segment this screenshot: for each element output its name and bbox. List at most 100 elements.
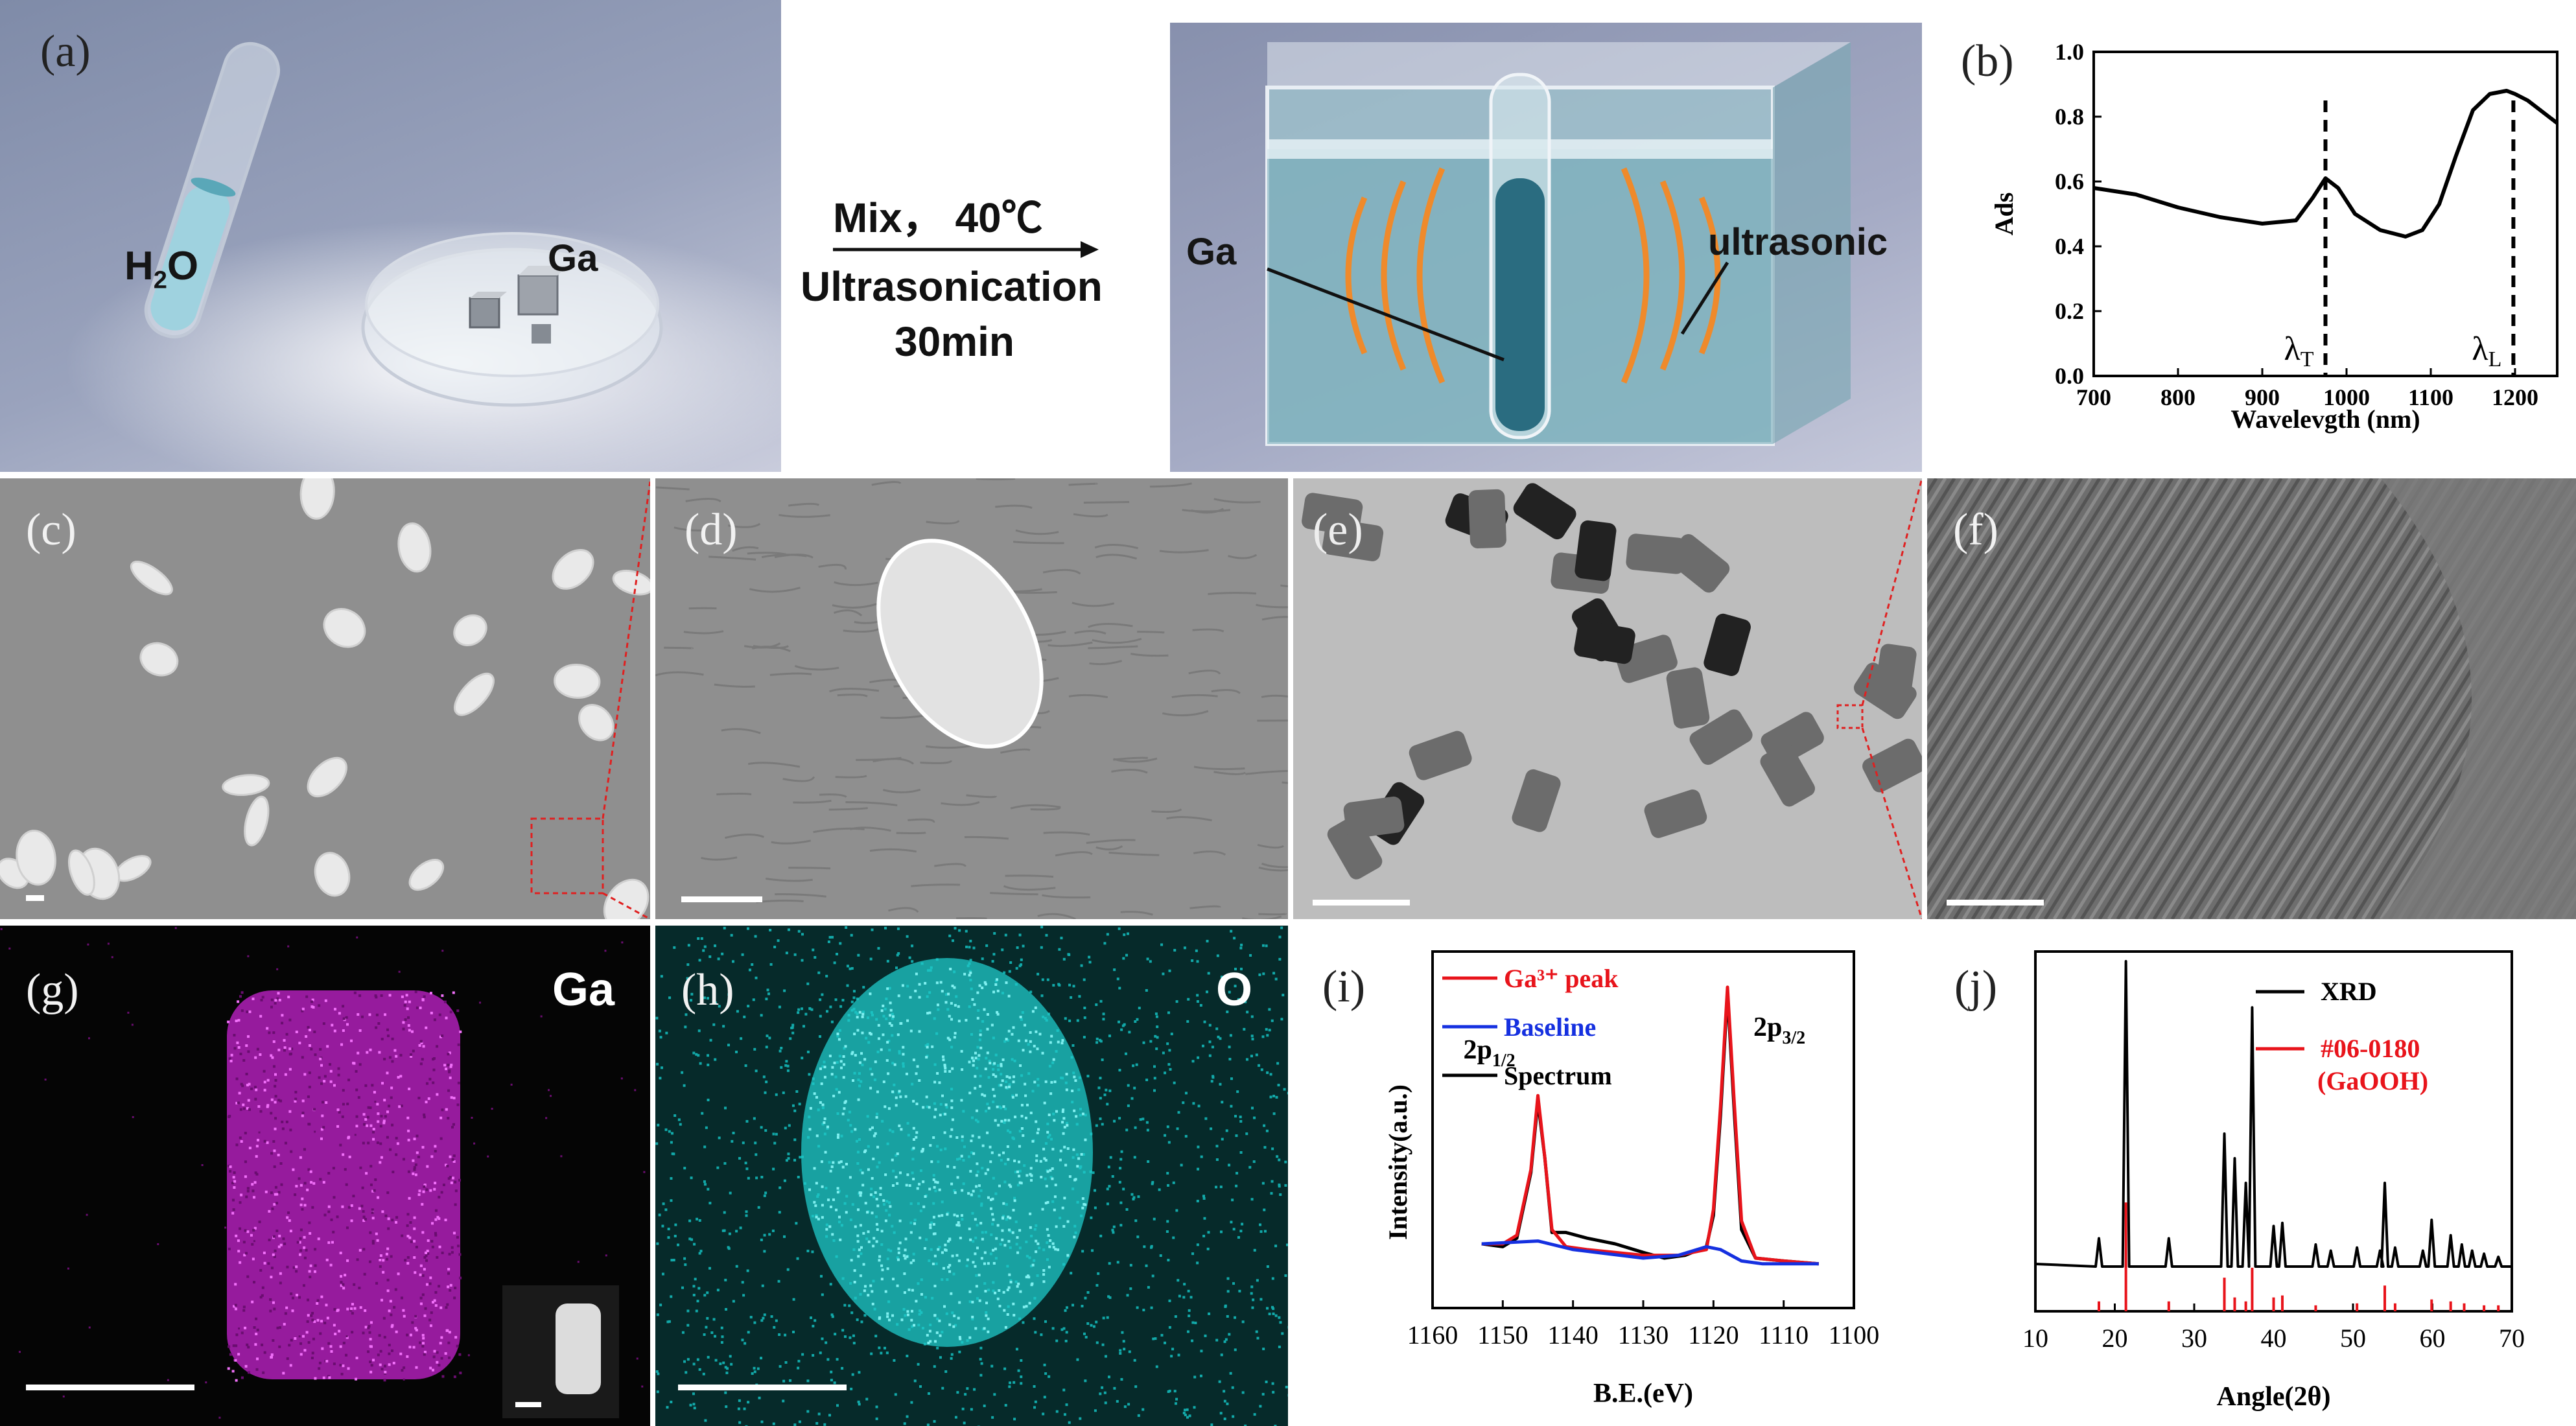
zoom-box (530, 817, 604, 894)
o-noise-dot (1278, 1183, 1281, 1186)
nanoparticle (323, 607, 366, 648)
o-signal-dot (1037, 1128, 1040, 1131)
ga-signal-dot (231, 1198, 235, 1202)
x-tick-label: 1130 (1618, 1320, 1669, 1350)
o-noise-dot (658, 1029, 661, 1033)
o-noise-dot (1226, 1290, 1230, 1293)
surface-crack (747, 762, 801, 768)
ga-signal-dot (432, 1301, 435, 1304)
o-signal-dot (972, 1059, 976, 1062)
o-noise-dot (1123, 1348, 1126, 1351)
noise-dot (157, 1243, 159, 1245)
o-noise-dot (1071, 1044, 1075, 1047)
lattice-fringe (1998, 478, 2274, 919)
ga-signal-dot (376, 1141, 379, 1145)
ga-signal-dot (253, 1281, 256, 1284)
o-noise-dot (831, 935, 834, 939)
o-noise-dot (1132, 1064, 1135, 1068)
ga-signal-dot (369, 1165, 373, 1168)
o-noise-dot (806, 1050, 810, 1053)
ga-signal-dot (377, 1120, 380, 1123)
y-tick-label: 1.0 (2055, 39, 2084, 65)
x-tick-label: 1100 (2408, 384, 2453, 410)
o-noise-dot (1250, 1198, 1254, 1201)
lattice-fringe (1927, 478, 2201, 919)
o-noise-dot (1034, 1400, 1037, 1403)
ga-signal-dot (391, 1037, 394, 1040)
surface-crack (1030, 806, 1061, 811)
ga-signal-dot (356, 1258, 359, 1261)
ga-signal-dot (362, 1210, 365, 1213)
o-noise-dot (1221, 1138, 1224, 1141)
o-signal-dot (1012, 1026, 1015, 1029)
o-signal-dot (880, 1278, 884, 1281)
panel-i: (i) 1160 1150 1140 1130 1120 1110 1100 B.E.(eV)… (1293, 926, 1928, 1426)
o-signal-dot (1030, 1174, 1033, 1177)
ga-signal-dot (233, 1180, 237, 1183)
surface-crack (782, 776, 815, 782)
o-noise-dot (806, 1379, 810, 1383)
ga-signal-dot (284, 1312, 287, 1315)
o-noise-dot (1228, 1046, 1231, 1049)
ga-signal-dot (427, 1252, 430, 1255)
o-noise-dot (1262, 972, 1265, 976)
o-noise-dot (697, 1287, 701, 1290)
o-noise-dot (1122, 957, 1125, 960)
ga-signal-dot (244, 1229, 247, 1232)
o-noise-dot (1119, 1158, 1123, 1161)
o-signal-dot (1025, 1174, 1029, 1177)
scale-bar-d (681, 896, 762, 902)
ga-signal-dot (439, 1306, 443, 1309)
ga-signal-dot (329, 1345, 333, 1348)
ga-signal-dot (342, 1341, 345, 1344)
ga-signal-dot (259, 1014, 263, 1018)
o-signal-dot (944, 1248, 948, 1252)
o-signal-dot (974, 1075, 977, 1078)
noise-dot (604, 950, 607, 952)
o-noise-dot (785, 1060, 788, 1063)
o-noise-dot (703, 1333, 706, 1336)
o-signal-dot (1036, 1131, 1039, 1134)
o-noise-dot (797, 1366, 800, 1370)
ga-signal-dot (345, 1336, 349, 1339)
nanoparticle (453, 614, 487, 646)
o-signal-dot (1024, 1023, 1027, 1027)
legend-label: Baseline (1504, 1012, 1596, 1042)
o-signal-dot (936, 1181, 939, 1184)
ga-signal-dot (386, 1191, 390, 1195)
o-noise-dot (829, 1283, 832, 1286)
ga-signal-dot (254, 1056, 257, 1059)
o-signal-dot (844, 1045, 847, 1048)
o-noise-dot (966, 1387, 969, 1390)
o-signal-dot (979, 1084, 982, 1088)
o-noise-dot (1208, 1312, 1211, 1315)
surface-crack (708, 555, 756, 561)
ga-signal-dot (433, 1018, 436, 1022)
o-signal-dot (968, 1060, 971, 1064)
o-noise-dot (908, 956, 911, 959)
nanoparticle (307, 756, 347, 798)
o-noise-dot (1266, 1265, 1269, 1268)
o-signal-dot (933, 1081, 937, 1084)
o-noise-dot (933, 1365, 936, 1368)
o-noise-dot (806, 1410, 810, 1413)
o-signal-dot (1000, 1119, 1003, 1123)
ga-signal-dot (434, 1182, 437, 1185)
ga-signal-dot (245, 1044, 248, 1047)
noise-dot (345, 1335, 348, 1338)
ga-signal-dot (422, 1045, 425, 1048)
ga-signal-dot (421, 1333, 425, 1337)
ga-signal-dot (406, 1213, 410, 1216)
o-noise-dot (1146, 1128, 1149, 1132)
o-signal-dot (960, 1154, 963, 1158)
o-signal-dot (1081, 1197, 1084, 1200)
o-signal-dot (860, 1246, 863, 1249)
nanorod (1327, 816, 1383, 880)
o-noise-dot (724, 1391, 727, 1394)
o-signal-dot (853, 1269, 856, 1272)
panel-f: (f) (1927, 478, 2576, 919)
o-noise-dot (699, 1250, 703, 1253)
o-signal-dot (858, 1248, 861, 1252)
o-noise-dot (911, 944, 914, 948)
ga-signal-dot (274, 1084, 277, 1088)
